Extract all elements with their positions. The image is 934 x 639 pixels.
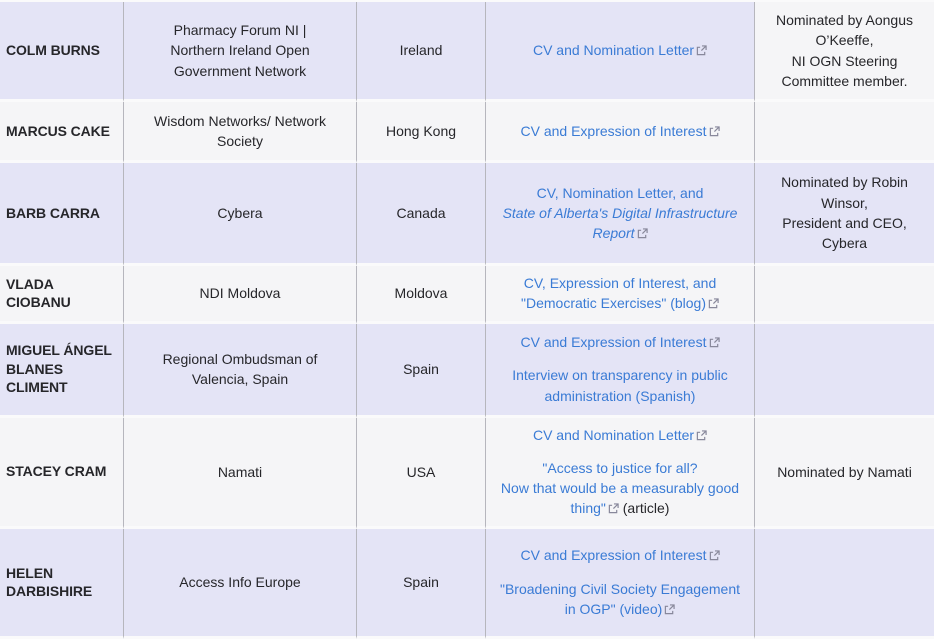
name-cell: HELEN DARBISHIRE xyxy=(0,528,124,639)
nominee-name: MARCUS CAKE xyxy=(6,122,110,139)
organization-cell: Regional Ombudsman of Valencia, Spain xyxy=(124,323,357,418)
country-text: Spain xyxy=(403,360,439,377)
document-link[interactable]: CV and Expression of Interest xyxy=(521,547,720,563)
nomination-cell xyxy=(755,266,934,324)
table-row: VLADA CIOBANU NDI Moldova Moldova CV, Ex… xyxy=(0,266,934,324)
external-link-icon xyxy=(696,45,707,56)
nominee-name: HELEN DARBISHIRE xyxy=(6,564,93,600)
external-link-icon xyxy=(709,126,720,137)
organization-text: Wisdom Networks/ Network Society xyxy=(154,112,326,149)
name-cell: STACEY CRAM xyxy=(0,417,124,529)
document-link[interactable]: "Access to justice for all? Now that wou… xyxy=(500,459,740,517)
organization-cell: NDI Moldova xyxy=(124,266,357,324)
external-link-icon xyxy=(709,337,720,348)
nomination-text: Nominated by Robin Winsor, President and… xyxy=(781,174,908,252)
links-cell: CV and Expression of Interest Interview o… xyxy=(486,323,755,418)
country-cell: Moldova xyxy=(357,266,486,324)
organization-text: Regional Ombudsman of Valencia, Spain xyxy=(162,350,318,388)
table-row: BARB CARRA Cybera Canada CV, Nomination … xyxy=(0,163,934,266)
organization-text: Access Info Europe xyxy=(179,574,301,591)
external-link-icon xyxy=(696,429,707,441)
table-row: MIGUEL ÁNGEL BLANES CLIMENT Regional Omb… xyxy=(0,323,934,418)
table-row: HELEN DARBISHIRE Access Info Europe Spai… xyxy=(0,528,934,639)
name-cell: MARCUS CAKE xyxy=(0,102,124,163)
document-link[interactable]: CV and Expression of Interest xyxy=(521,334,720,350)
name-cell: MIGUEL ÁNGEL BLANES CLIMENT xyxy=(0,323,124,418)
nominee-name: BARB CARRA xyxy=(6,204,100,221)
country-cell: Ireland xyxy=(357,2,486,102)
country-cell: USA xyxy=(357,417,486,529)
organization-cell: Wisdom Networks/ Network Society xyxy=(124,102,357,163)
external-link-icon xyxy=(708,298,719,309)
document-link[interactable]: State of Alberta's Digital Infrastructur… xyxy=(502,204,738,242)
organization-text: Namati xyxy=(217,463,263,480)
nominee-name: COLM BURNS xyxy=(6,42,100,59)
document-link[interactable]: CV and Nomination Letter xyxy=(533,427,707,443)
nominee-name: STACEY CRAM xyxy=(6,463,107,480)
document-link[interactable]: Interview on transparency in public admi… xyxy=(512,367,728,404)
country-text: Hong Kong xyxy=(385,122,457,139)
country-text: Ireland xyxy=(399,42,443,59)
name-cell: COLM BURNS xyxy=(0,2,124,102)
external-link-icon xyxy=(709,550,720,561)
table-row: MARCUS CAKE Wisdom Networks/ Network Soc… xyxy=(0,102,934,163)
table-row: STACEY CRAM Namati USA CV and Nomination… xyxy=(0,417,934,529)
links-cell: CV and Nomination Letter "Access to justi… xyxy=(486,417,755,529)
name-cell: BARB CARRA xyxy=(0,163,124,266)
organization-cell: Cybera xyxy=(124,163,357,266)
country-cell: Canada xyxy=(357,163,486,266)
external-link-icon xyxy=(664,604,675,615)
organization-text: NDI Moldova xyxy=(199,285,281,302)
nomination-cell: Nominated by Namati xyxy=(755,417,934,529)
nomination-cell xyxy=(755,528,934,639)
links-cell: CV, Nomination Letter, and State of Albe… xyxy=(486,163,755,266)
organization-text: Cybera xyxy=(217,204,263,221)
nominee-name: VLADA CIOBANU xyxy=(6,275,71,311)
nomination-cell: Nominated by Robin Winsor, President and… xyxy=(755,163,934,266)
links-cell: CV and Expression of Interest "Broadening… xyxy=(486,528,755,639)
name-cell: VLADA CIOBANU xyxy=(0,266,124,324)
country-text: USA xyxy=(406,463,436,480)
document-link[interactable]: CV and Nomination Letter xyxy=(533,42,707,58)
document-link[interactable]: CV, Expression of Interest, and "Democra… xyxy=(521,275,719,311)
nomination-text: Nominated by Aongus O’Keeffe, NI OGN Ste… xyxy=(776,11,913,89)
external-link-icon xyxy=(608,503,619,514)
links-cell: CV and Nomination Letter xyxy=(486,2,755,102)
links-cell: CV, Expression of Interest, and "Democra… xyxy=(486,266,755,324)
country-cell: Hong Kong xyxy=(357,102,486,163)
organization-cell: Namati xyxy=(124,417,357,529)
links-cell: CV and Expression of Interest xyxy=(486,102,755,163)
document-link[interactable]: CV, Nomination Letter, and xyxy=(536,184,704,201)
table-row: COLM BURNS Pharmacy Forum NI | Northern … xyxy=(0,2,934,102)
nomination-text: Nominated by Namati xyxy=(777,463,912,480)
country-text: Spain xyxy=(403,574,439,591)
nomination-cell: Nominated by Aongus O’Keeffe, NI OGN Ste… xyxy=(755,2,934,102)
link-suffix-text: (article) xyxy=(618,500,670,517)
nomination-cell xyxy=(755,323,934,418)
document-link[interactable]: CV and Expression of Interest xyxy=(521,123,720,139)
external-link-icon xyxy=(637,228,648,239)
nomination-cell xyxy=(755,102,934,163)
organization-text: Pharmacy Forum NI | Northern Ireland Ope… xyxy=(170,22,310,79)
country-text: Canada xyxy=(396,204,446,221)
document-link[interactable]: "Broadening Civil Society Engagement in … xyxy=(500,580,740,617)
country-cell: Spain xyxy=(357,528,486,639)
organization-cell: Pharmacy Forum NI | Northern Ireland Ope… xyxy=(124,2,357,102)
country-text: Moldova xyxy=(394,285,448,302)
nominee-name: MIGUEL ÁNGEL BLANES CLIMENT xyxy=(6,342,112,396)
country-cell: Spain xyxy=(357,323,486,418)
organization-cell: Access Info Europe xyxy=(124,528,357,639)
